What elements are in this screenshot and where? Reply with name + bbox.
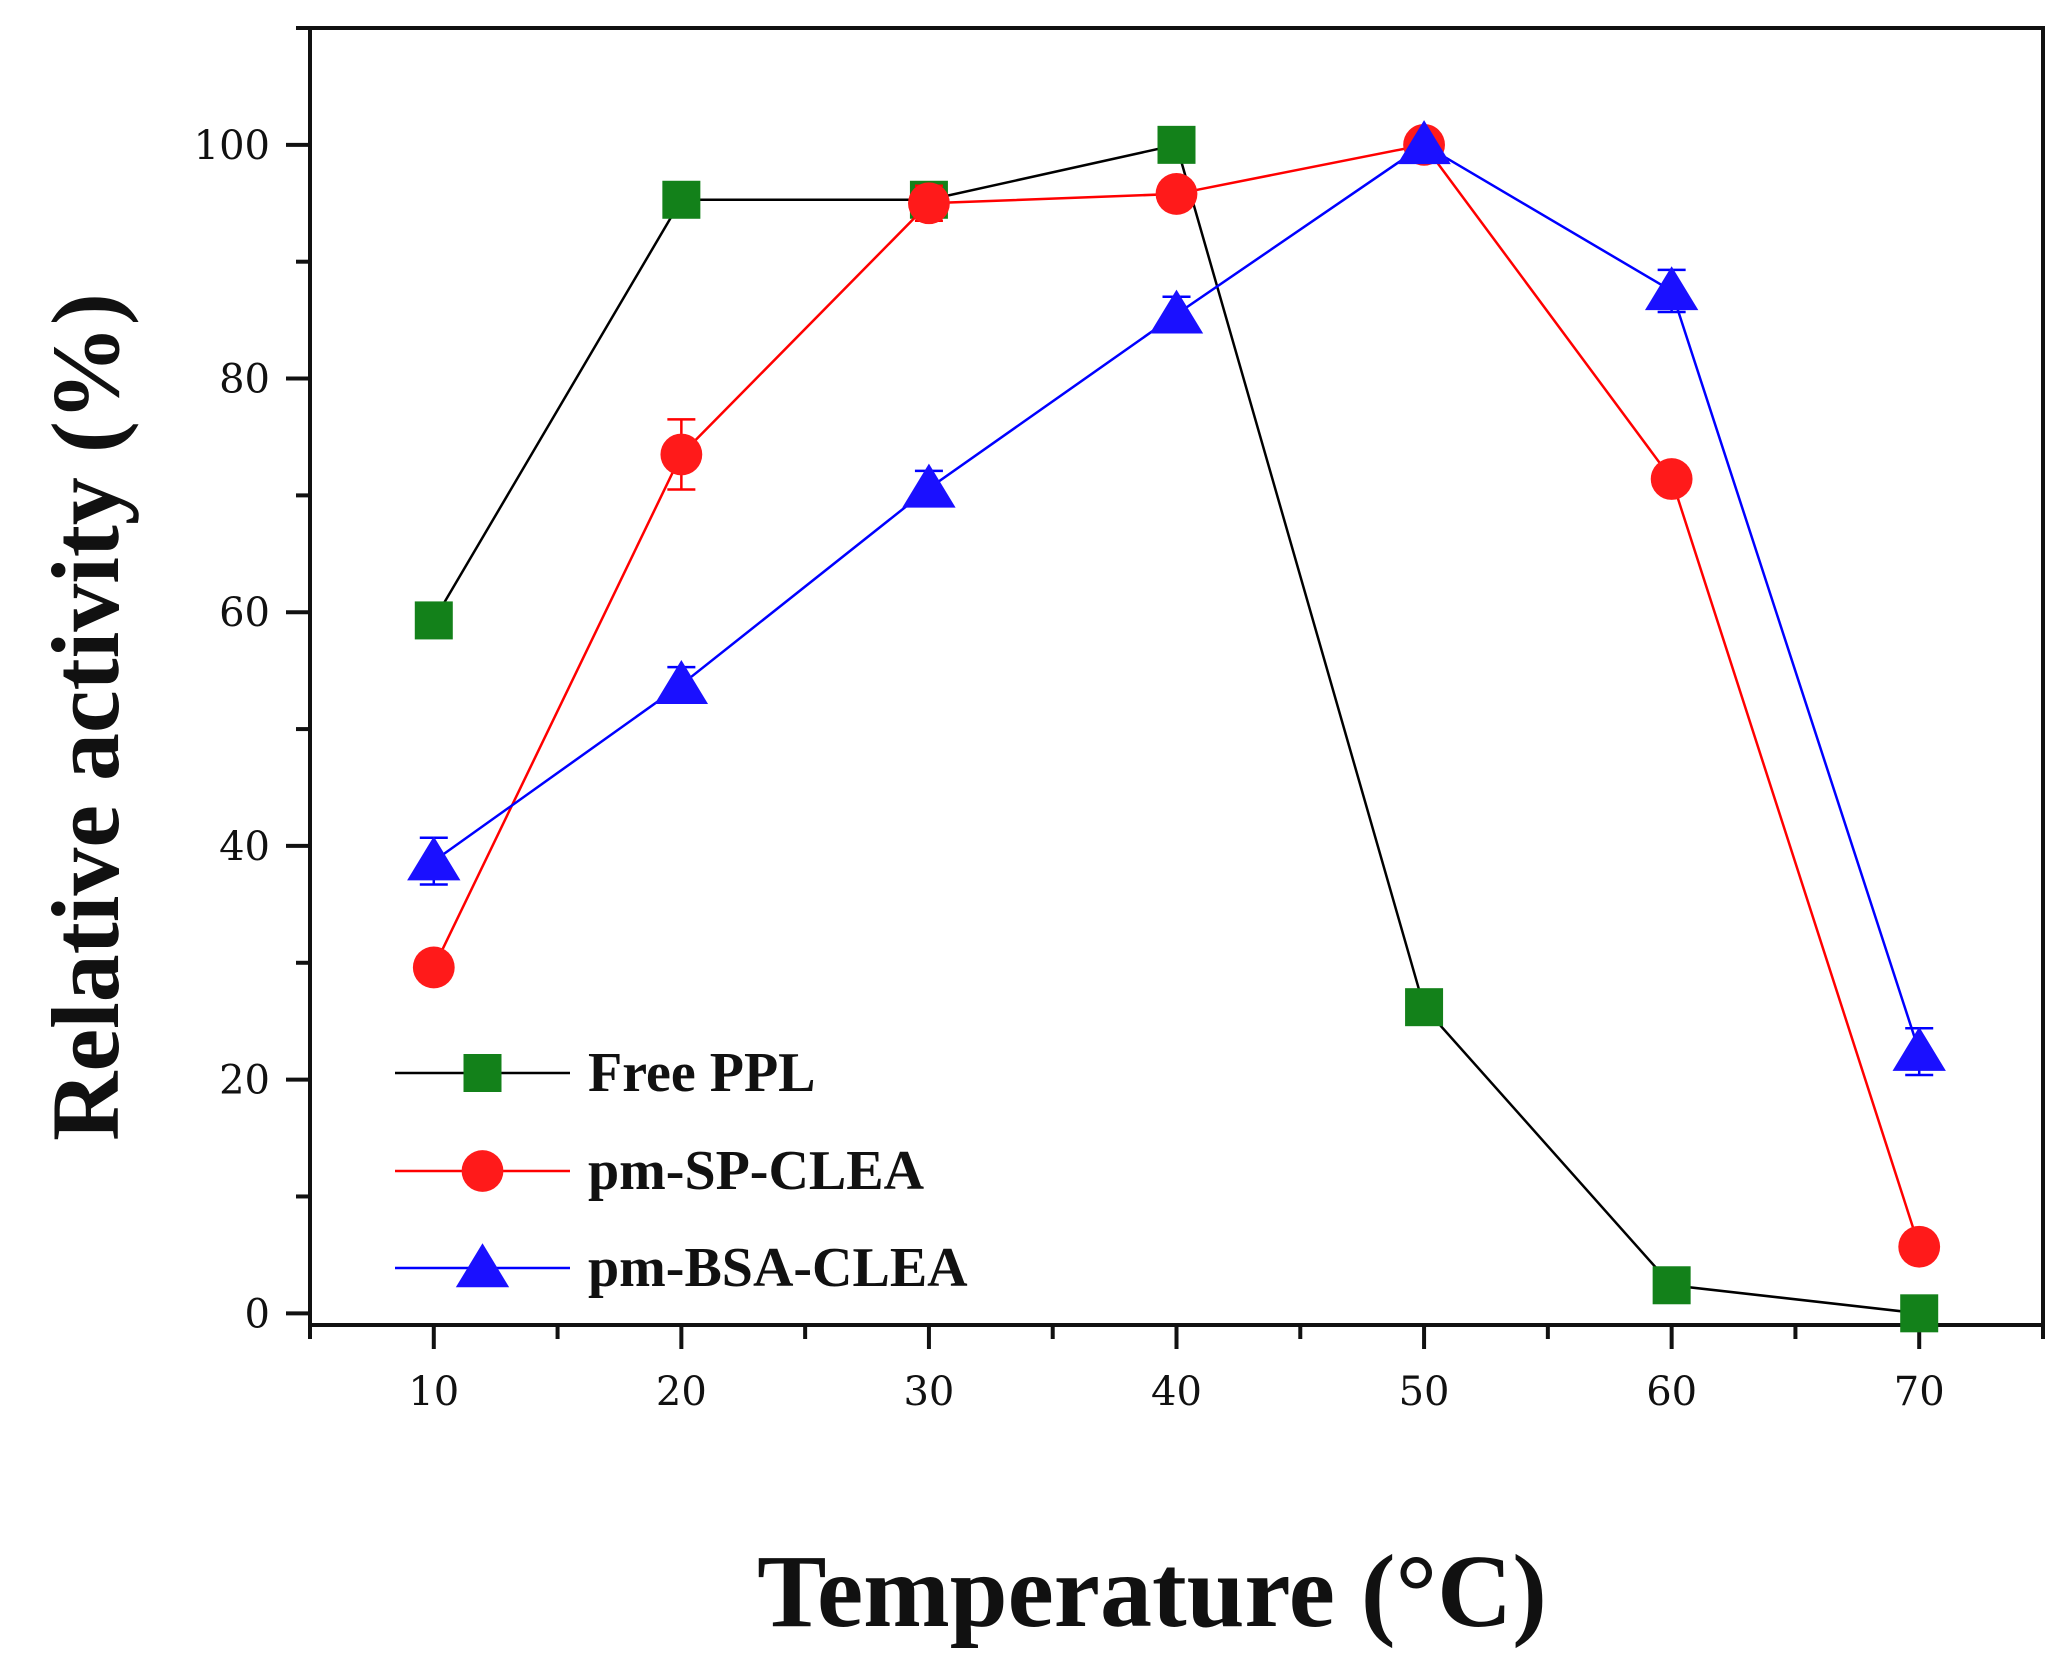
data-point <box>1397 120 1451 165</box>
y-tick-label: 60 <box>219 590 270 636</box>
x-tick-label: 50 <box>1399 1369 1450 1415</box>
x-tick-label: 60 <box>1646 1369 1697 1415</box>
legend-label: pm-BSA-CLEA <box>588 1237 968 1299</box>
data-point <box>1149 289 1204 334</box>
x-tick-label: 30 <box>903 1369 954 1415</box>
y-tick-label: 20 <box>219 1058 270 1104</box>
legend-item: pm-BSA-CLEA <box>395 1237 968 1299</box>
data-point <box>662 180 701 219</box>
data-point <box>1644 266 1699 311</box>
plot-frame-group <box>308 26 2045 1327</box>
data-point <box>660 433 703 476</box>
data-series <box>407 120 1946 1333</box>
x-tick-label: 20 <box>656 1369 707 1415</box>
legend-label: Free PPL <box>588 1042 816 1104</box>
legend: Free PPL pm-SP-CLEA pm-BSA-CLEA <box>395 1042 968 1299</box>
data-point <box>1650 458 1693 500</box>
data-point <box>414 601 453 640</box>
data-point <box>412 946 455 989</box>
data-point <box>1898 1225 1941 1268</box>
series-free-ppl <box>414 125 1939 1333</box>
x-tick-label: 10 <box>408 1369 459 1415</box>
x-tick-label: 70 <box>1894 1369 1945 1415</box>
y-tick-label: 80 <box>219 357 270 403</box>
legend-marker <box>463 1054 502 1092</box>
legend-marker <box>455 1243 510 1288</box>
y-tick-label: 100 <box>194 123 270 169</box>
data-point <box>1405 988 1444 1027</box>
series-pm-bsa-clea <box>407 120 1946 1077</box>
y-axis-title: Relative activity (%) <box>32 293 139 1141</box>
data-point <box>1900 1294 1939 1333</box>
series-line <box>433 143 1921 1052</box>
y-tick-label: 40 <box>219 824 270 870</box>
x-axis-title: Temperature (°C) <box>757 1534 1547 1649</box>
legend-item: Free PPL <box>395 1042 816 1104</box>
axis-ticks: 10 20 30 40 50 60 70 0 20 40 60 80 100 <box>194 26 2045 1415</box>
data-point <box>1892 1026 1946 1071</box>
data-point <box>654 659 709 704</box>
legend-item: pm-SP-CLEA <box>395 1140 925 1202</box>
data-point <box>407 836 461 881</box>
data-point <box>1157 125 1196 164</box>
data-point <box>902 463 956 508</box>
data-point <box>908 182 950 225</box>
data-point <box>1652 1266 1691 1305</box>
x-tick-label: 40 <box>1151 1369 1202 1415</box>
y-tick-label: 0 <box>245 1291 270 1337</box>
data-point <box>1155 173 1198 215</box>
plot-frame <box>308 26 2045 1327</box>
legend-marker <box>461 1150 504 1192</box>
legend-label: pm-SP-CLEA <box>588 1140 925 1202</box>
